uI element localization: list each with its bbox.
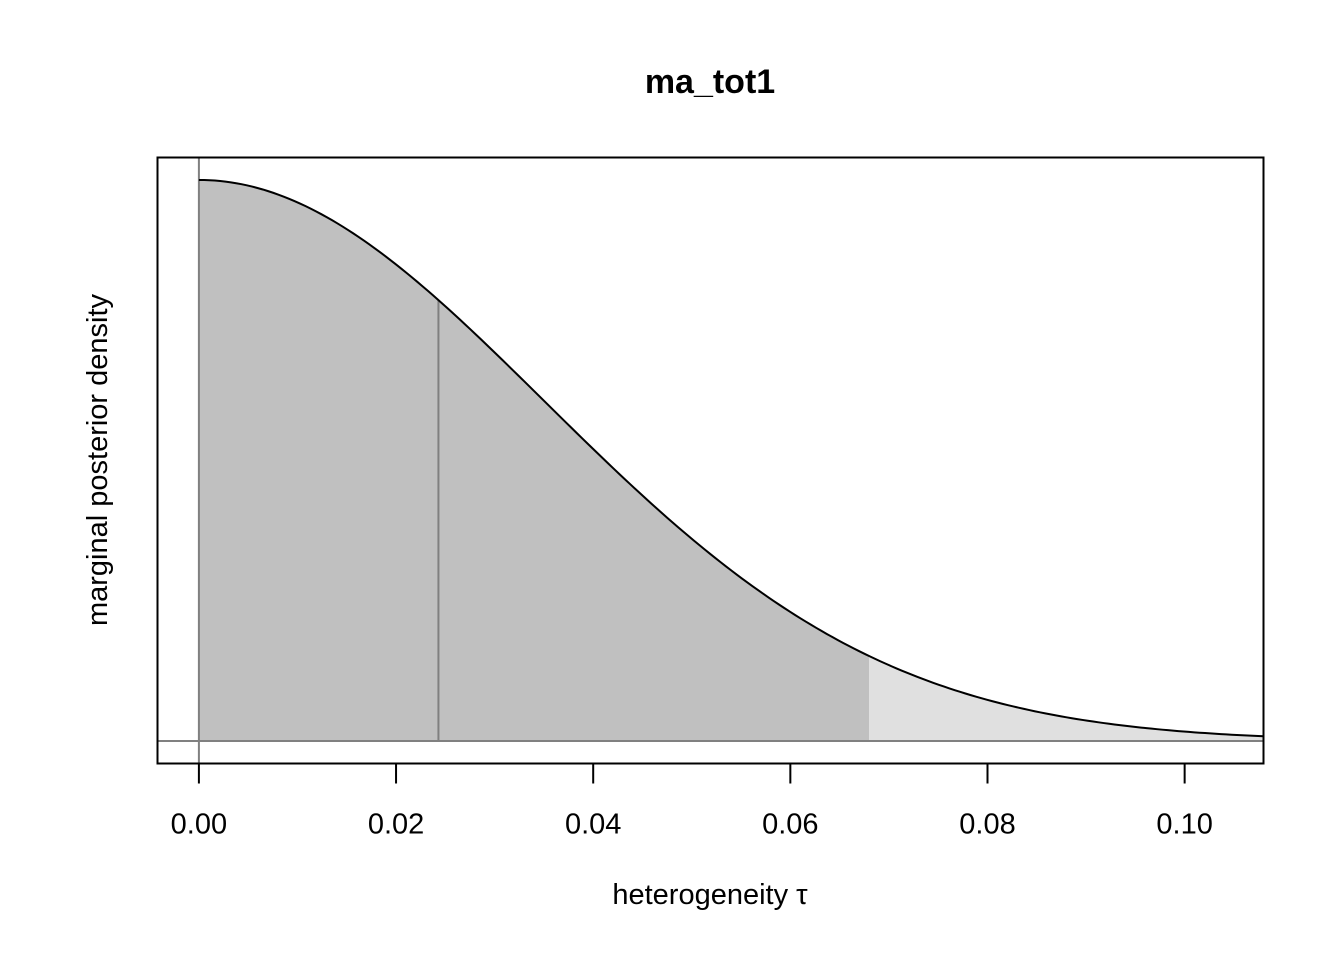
plot-frame bbox=[156, 156, 1265, 765]
x-tick-label: 0.00 bbox=[171, 809, 227, 841]
chart-title: ma_tot1 bbox=[645, 63, 775, 101]
y-axis-label: marginal posterior density bbox=[82, 293, 114, 626]
x-tick-label: 0.04 bbox=[565, 809, 621, 841]
credible-interval-area bbox=[198, 179, 870, 742]
density-curve bbox=[198, 178, 1264, 738]
x-tick-label: 0.02 bbox=[368, 809, 424, 841]
x-axis-label: heterogeneity τ bbox=[612, 879, 808, 911]
x-tick-label: 0.10 bbox=[1156, 809, 1212, 841]
x-tick-label: 0.08 bbox=[959, 809, 1015, 841]
posterior-tail-area bbox=[869, 656, 1264, 742]
x-axis: 0.00 0.02 0.04 0.06 0.08 0.10 bbox=[171, 763, 1213, 841]
plot-area bbox=[157, 157, 1264, 764]
x-tick-label: 0.06 bbox=[762, 809, 818, 841]
